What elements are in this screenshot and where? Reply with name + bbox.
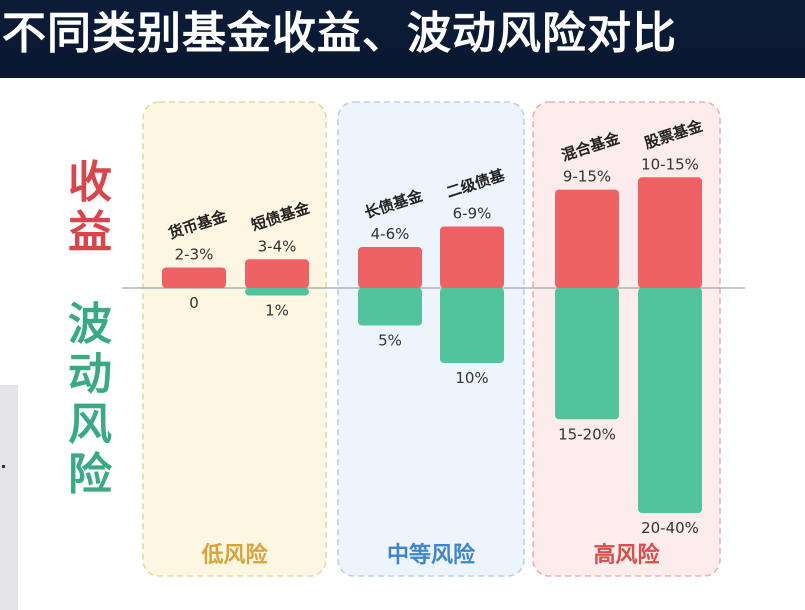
group-label-1: 低风险 [200,542,268,568]
return-bar-4 [440,226,504,288]
return-bar-6 [638,177,702,288]
return-bar-2 [245,259,309,288]
page-title: 不同类别基金收益、波动风险对比 [2,8,677,59]
return-value-label-5: 9-15% [563,168,611,186]
group-box-1 [142,101,327,577]
risk-bar-3 [358,288,422,326]
group-box-2 [337,101,525,577]
risk-bar-2 [245,288,309,296]
return-bar-3 [358,247,422,288]
risk-value-label-2: 1% [265,302,289,320]
risk-value-label-6: 20-40% [641,519,699,537]
risk-value-label-3: 5% [378,332,402,350]
group-label-2: 中等风险 [387,542,476,568]
risk-bar-5 [555,288,619,420]
return-bar-1 [162,267,226,288]
risk-value-label-1: 0 [189,294,199,312]
return-value-label-2: 3-4% [258,237,297,255]
return-value-label-3: 4-6% [371,225,410,243]
risk-bar-6 [638,288,702,513]
risk-value-label-4: 10% [455,369,488,387]
return-value-label-4: 6-9% [453,205,492,223]
return-bar-5 [555,189,619,288]
return-axis-label: 收益 [68,157,112,258]
risk-value-label-5: 15-20% [558,425,616,443]
left-edge-strip [0,385,18,610]
title-bar: 不同类别基金收益、波动风险对比 [0,0,805,78]
group-label-3: 高风险 [593,542,660,568]
return-value-label-6: 10-15% [641,155,699,173]
return-value-label-1: 2-3% [175,246,214,264]
risk-bar-4 [440,288,504,363]
risk-axis-label: 波动风险 [68,299,112,500]
left-edge-mark [2,465,5,468]
